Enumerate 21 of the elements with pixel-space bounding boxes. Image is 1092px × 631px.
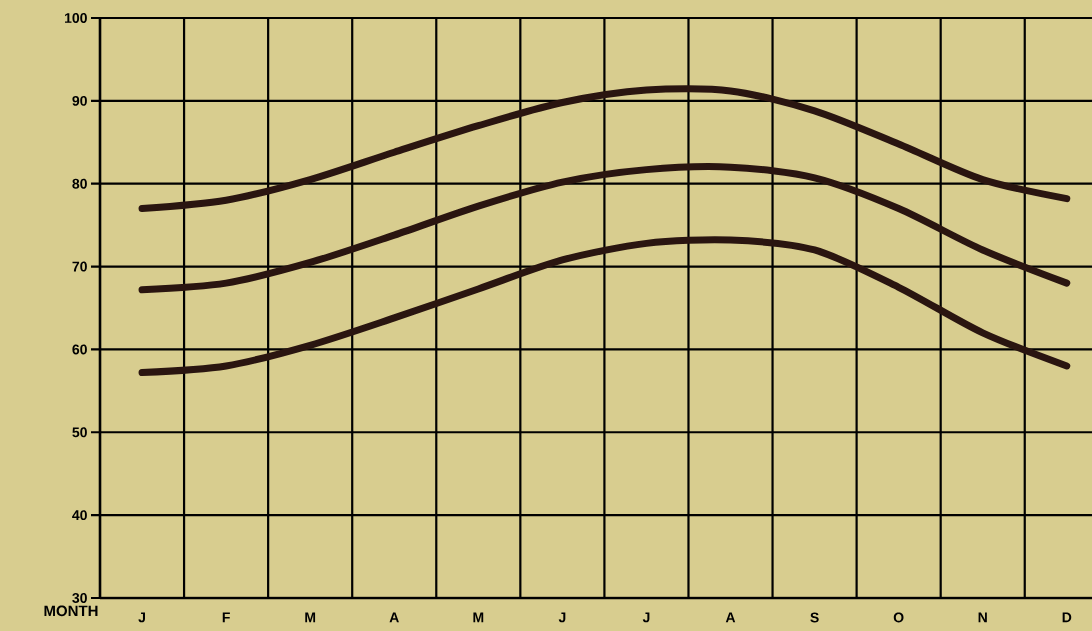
x-tick-label: A: [389, 612, 399, 623]
x-tick-label: N: [978, 612, 987, 623]
x-tick-label: J: [558, 612, 566, 623]
y-tick-label: 80: [72, 178, 87, 189]
x-tick-label: M: [305, 612, 316, 623]
x-tick-label: S: [810, 612, 819, 623]
y-tick-label: 40: [72, 510, 87, 521]
y-tick-label: 30: [72, 593, 87, 603]
y-tick-label: 100: [65, 13, 87, 23]
x-tick-label: M: [473, 612, 484, 623]
x-tick-label: J: [138, 612, 145, 623]
x-tick-label: D: [1062, 612, 1072, 623]
x-axis-title: MONTH: [44, 605, 98, 617]
y-tick-label: 60: [72, 344, 87, 355]
y-tick-label: 70: [72, 261, 87, 272]
x-tick-label: J: [642, 612, 650, 623]
x-tick-label: O: [893, 612, 904, 623]
y-tick-label: 90: [72, 95, 87, 106]
x-tick-label: A: [725, 612, 736, 623]
x-tick-label: F: [222, 612, 230, 623]
y-tick-label: 50: [72, 427, 87, 438]
